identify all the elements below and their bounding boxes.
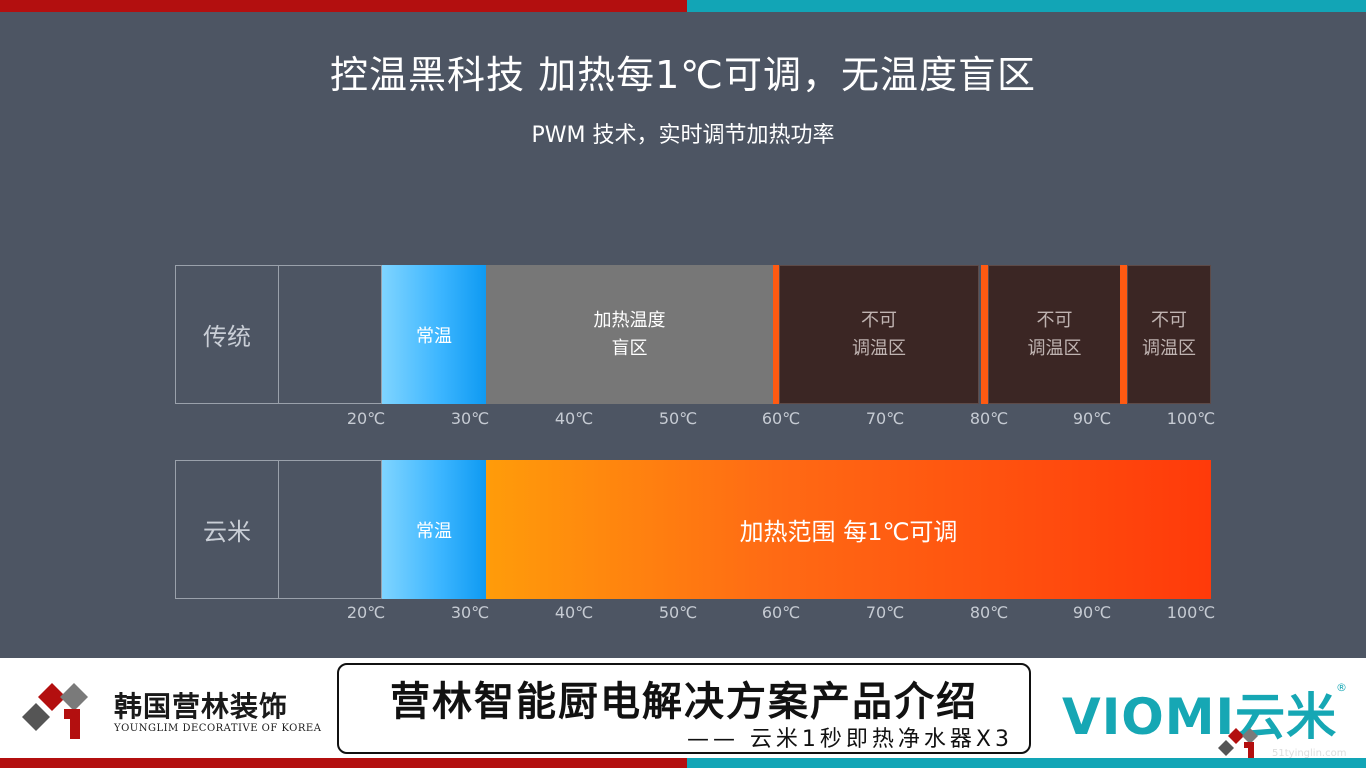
bottom-bar-red xyxy=(0,758,687,768)
bottom-bar-teal xyxy=(687,758,1366,768)
younglim-logo-en: YOUNGLIM DECORATIVE OF KOREA xyxy=(114,723,322,734)
yunmi-row: 云米 常温 加热范围 每1℃可调 xyxy=(175,460,1211,599)
zone-line1: 不可 xyxy=(861,309,897,331)
blind-zone-line2: 盲区 xyxy=(611,337,648,359)
top-color-bar xyxy=(0,0,1366,12)
product-intro-title: 营林智能厨电解决方案产品介绍 xyxy=(390,679,978,725)
younglim-small-mark-icon xyxy=(1218,728,1258,760)
viomi-logo: VIOMI云米 ® xyxy=(1062,677,1352,746)
blind-zone-line1: 加热温度 xyxy=(593,309,666,331)
bottom-color-bar xyxy=(0,758,1366,768)
tick-label: 20℃ xyxy=(346,603,386,622)
zone-separator xyxy=(1120,265,1127,404)
non-adjustable-zone-2: 不可 调温区 xyxy=(988,265,1121,404)
tick-label: 90℃ xyxy=(1072,603,1112,622)
page-subtitle: PWM 技术，实时调节加热功率 xyxy=(531,123,835,148)
zone-line1: 不可 xyxy=(1036,309,1073,331)
tick-label: 20℃ xyxy=(346,409,386,428)
product-intro-subtitle: —— 云米1秒即热净水器X3 xyxy=(686,727,1013,752)
tick-label: 70℃ xyxy=(865,409,905,428)
viomi-logo-text: VIOMI云米 xyxy=(1062,688,1338,746)
temperature-axis-traditional: 20℃ 30℃ 40℃ 50℃ 60℃ 70℃ 80℃ 90℃ 100℃ xyxy=(0,409,1366,431)
tick-label: 30℃ xyxy=(450,409,490,428)
temperature-axis-yunmi: 20℃ 30℃ 40℃ 50℃ 60℃ 70℃ 80℃ 90℃ 100℃ xyxy=(0,603,1366,625)
traditional-normal-zone: 常温 xyxy=(382,265,486,404)
tick-label: 60℃ xyxy=(761,409,801,428)
tick-label: 40℃ xyxy=(554,409,594,428)
tick-label: 80℃ xyxy=(969,409,1009,428)
tick-label: 100℃ xyxy=(1166,603,1216,622)
yunmi-label: 云米 xyxy=(175,460,279,599)
yunmi-normal-zone: 常温 xyxy=(382,460,486,599)
page-title: 控温黑科技 加热每1℃可调，无温度盲区 xyxy=(330,53,1036,97)
product-intro-box: 营林智能厨电解决方案产品介绍 —— 云米1秒即热净水器X3 xyxy=(337,663,1031,754)
tick-label: 100℃ xyxy=(1166,409,1216,428)
top-bar-teal xyxy=(687,0,1366,12)
tick-label: 50℃ xyxy=(658,409,698,428)
zone-separator xyxy=(981,265,988,404)
non-adjustable-zone-1: 不可 调温区 xyxy=(779,265,979,404)
tick-label: 90℃ xyxy=(1072,409,1112,428)
traditional-label: 传统 xyxy=(175,265,279,404)
tick-label: 70℃ xyxy=(865,603,905,622)
zone-line2: 调温区 xyxy=(1027,337,1082,359)
tick-label: 30℃ xyxy=(450,603,490,622)
younglim-logo: 韩国营林装饰 YOUNGLIM DECORATIVE OF KOREA xyxy=(22,679,322,741)
zone-line1: 不可 xyxy=(1151,309,1187,331)
watermark-text: 51tyinglin.com xyxy=(1272,748,1347,759)
tick-label: 50℃ xyxy=(658,603,698,622)
top-bar-red xyxy=(0,0,687,12)
traditional-empty-cell xyxy=(278,265,382,404)
zone-line2: 调温区 xyxy=(1142,337,1196,359)
younglim-mark-icon xyxy=(22,683,88,739)
younglim-logo-cn: 韩国营林装饰 xyxy=(114,690,289,723)
zone-line2: 调温区 xyxy=(852,337,906,359)
traditional-blind-zone: 加热温度 盲区 xyxy=(486,265,773,404)
registered-mark: ® xyxy=(1336,681,1347,694)
tick-label: 40℃ xyxy=(554,603,594,622)
yunmi-empty-cell xyxy=(278,460,382,599)
traditional-row: 传统 常温 加热温度 盲区 不可 调温区 不可 调温区 不可 调温区 xyxy=(175,265,1211,404)
yunmi-heating-range: 加热范围 每1℃可调 xyxy=(486,460,1211,599)
tick-label: 60℃ xyxy=(761,603,801,622)
zone-separator xyxy=(773,265,780,404)
tick-label: 80℃ xyxy=(969,603,1009,622)
non-adjustable-zone-3: 不可 调温区 xyxy=(1127,265,1211,404)
